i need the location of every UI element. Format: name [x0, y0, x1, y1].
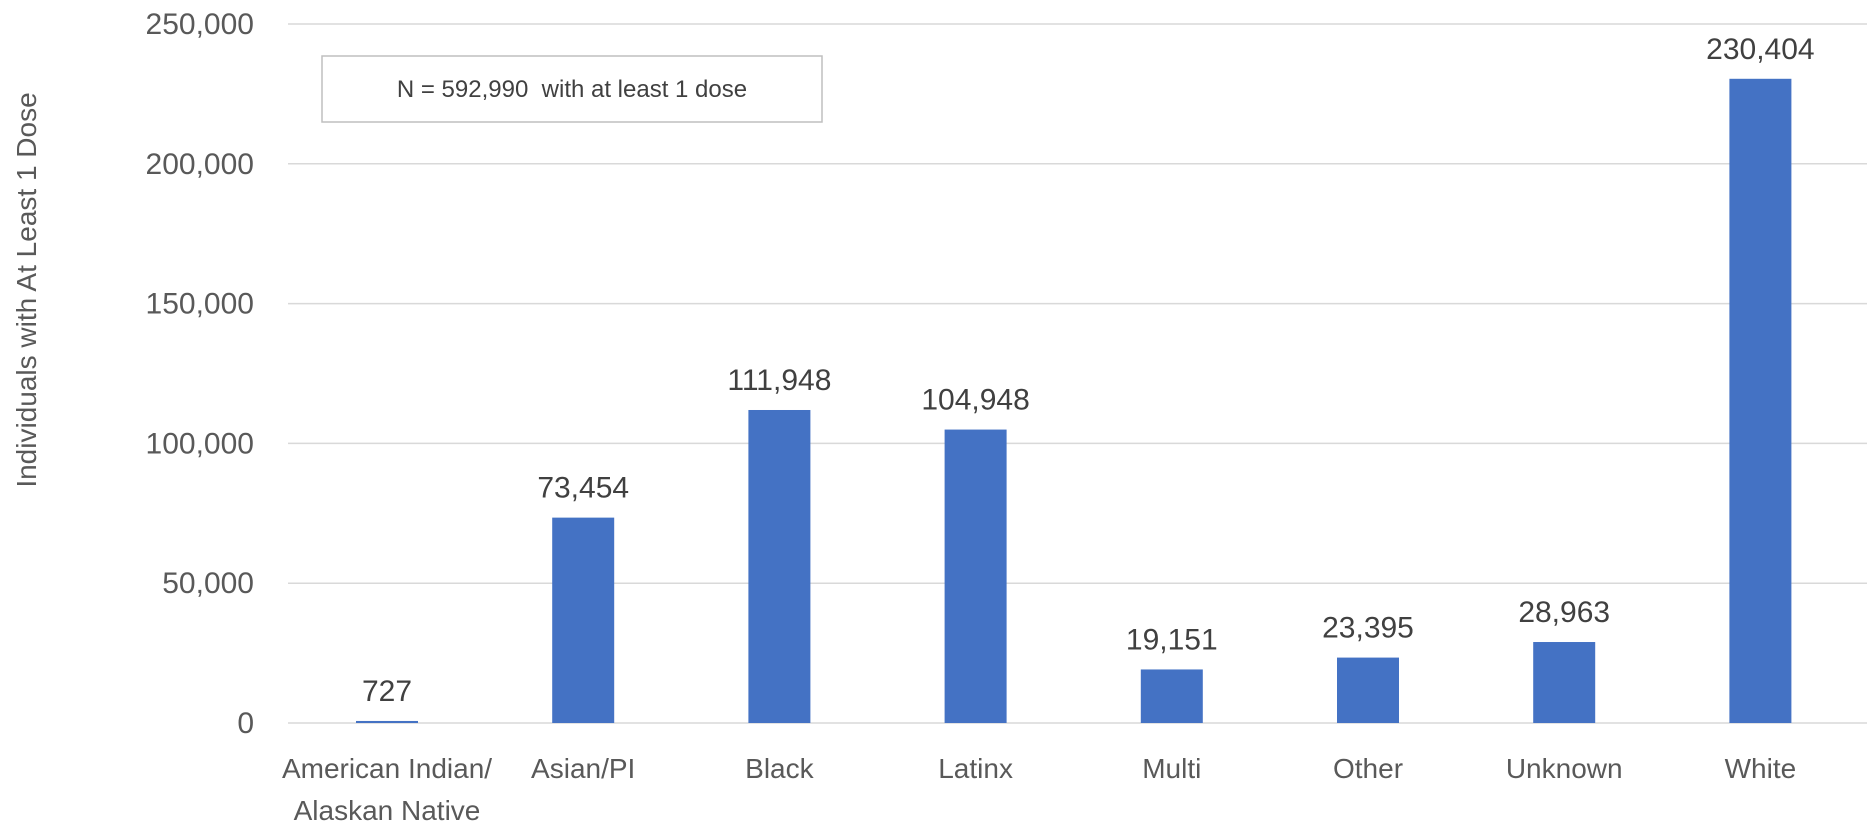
- data-label: 23,395: [1322, 612, 1414, 645]
- data-label: 104,948: [921, 384, 1029, 417]
- annotation-box: N = 592,990 with at least 1 dose: [321, 55, 823, 123]
- x-category-label: Asian/PI: [531, 753, 635, 784]
- x-category-label: Black: [745, 753, 814, 784]
- x-category-label: American Indian/Alaskan Native: [282, 753, 492, 826]
- data-labels: 727 73,454 111,948 104,948 19,151 23,395 28,96…: [362, 33, 1815, 708]
- bar: [944, 429, 1007, 723]
- y-tick-label: 250,000: [146, 8, 254, 41]
- x-category-line: American Indian/: [282, 753, 492, 784]
- bars: [356, 78, 1792, 724]
- data-label: 19,151: [1126, 623, 1218, 656]
- gridlines: [288, 23, 1867, 724]
- x-category-line: Alaskan Native: [294, 795, 481, 826]
- data-label: 727: [362, 675, 412, 708]
- y-tick-label: 200,000: [146, 148, 254, 181]
- x-category-label: Other: [1333, 753, 1403, 784]
- x-category-label: Unknown: [1506, 753, 1623, 784]
- x-category-line: Unknown: [1506, 753, 1623, 784]
- x-axis-categories: American Indian/Alaskan Native Asian/PI Bl…: [282, 753, 1796, 826]
- bar: [356, 720, 418, 723]
- data-label: 230,404: [1706, 33, 1814, 66]
- x-category-line: Latinx: [938, 753, 1013, 784]
- y-tick-label: 150,000: [146, 288, 254, 321]
- y-tick-label: 0: [237, 707, 254, 740]
- x-category-label: White: [1725, 753, 1797, 784]
- y-axis-title: Individuals with At Least 1 Dose: [11, 92, 42, 487]
- x-category-line: Multi: [1142, 753, 1201, 784]
- y-axis-ticks: 0 50,000 100,000 150,000 200,000 250,000: [146, 8, 254, 740]
- bar: [552, 517, 615, 723]
- y-tick-label: 50,000: [162, 567, 254, 600]
- x-category-line: Asian/PI: [531, 753, 635, 784]
- x-category-line: Black: [745, 753, 814, 784]
- bar: [748, 409, 811, 723]
- bar: [1140, 669, 1203, 723]
- bar: [1533, 642, 1596, 723]
- x-category-label: Multi: [1142, 753, 1201, 784]
- y-tick-label: 100,000: [146, 427, 254, 460]
- annotation-border: [321, 55, 823, 123]
- x-category-label: Latinx: [938, 753, 1013, 784]
- data-label: 28,963: [1518, 596, 1610, 629]
- data-label: 73,454: [537, 472, 629, 505]
- annotation-text: N = 592,990 with at least 1 dose: [397, 76, 747, 103]
- bar: [1337, 657, 1399, 723]
- x-category-line: White: [1725, 753, 1797, 784]
- x-category-line: Other: [1333, 753, 1403, 784]
- bar: [1729, 78, 1792, 724]
- data-label: 111,948: [727, 364, 831, 397]
